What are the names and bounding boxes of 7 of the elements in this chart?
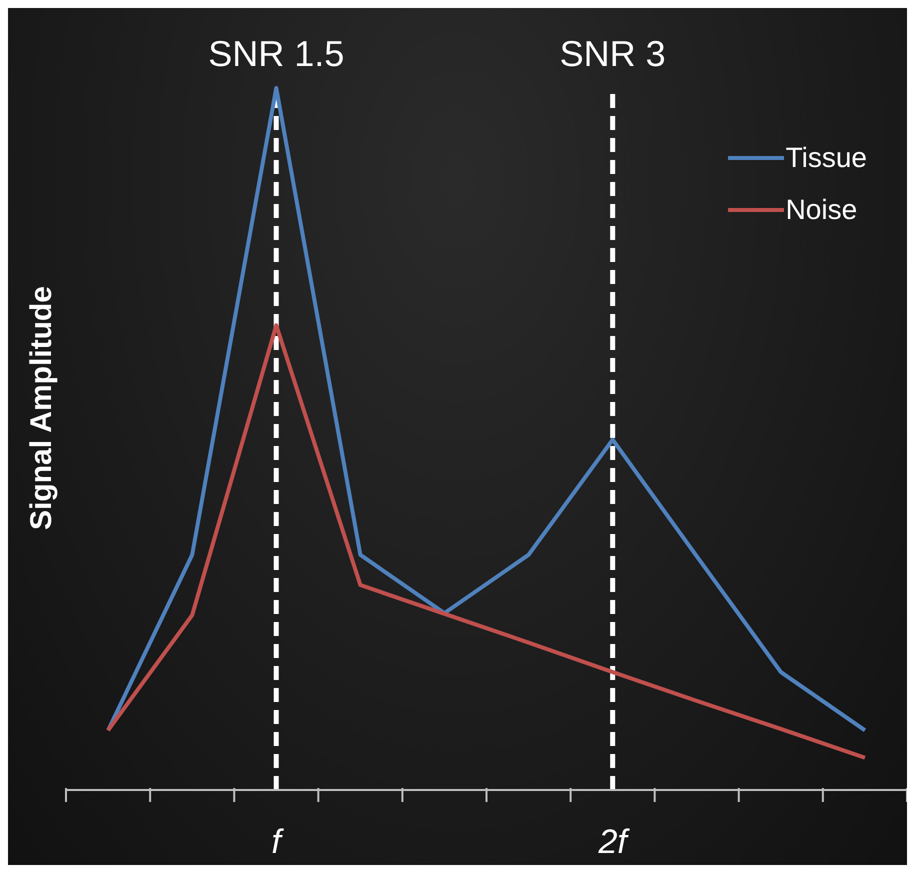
x-tick-label: f bbox=[272, 823, 285, 861]
ref-line-label: SNR 3 bbox=[560, 33, 666, 74]
ref-line-label: SNR 1.5 bbox=[208, 33, 344, 74]
x-tick-label: 2f bbox=[597, 823, 630, 861]
legend-label: Tissue bbox=[786, 141, 867, 175]
y-axis-title: Signal Amplitude bbox=[25, 286, 59, 530]
legend-label: Noise bbox=[786, 193, 858, 227]
